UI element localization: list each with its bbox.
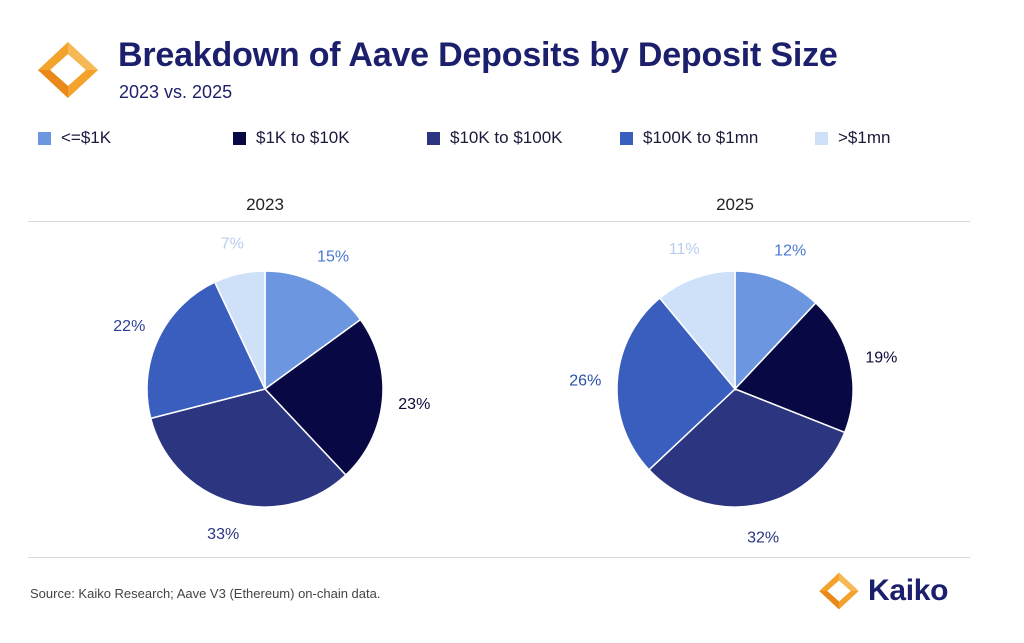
legend-label: >$1mn [838,128,891,147]
slice-label-2025-1k: 12% [774,243,806,260]
slice-label-2025-1mn: 11% [669,241,700,258]
legend-label: $100K to $1mn [643,128,759,147]
bottom-divider [28,557,970,558]
pie-slice-2025-1k [734,270,817,391]
source-note: Source: Kaiko Research; Aave V3 (Ethereu… [30,586,381,601]
panel-title-2023: 2023 [246,195,284,214]
panel-title-2025: 2025 [716,195,754,214]
legend-item-gt-1mn: >$1mn [815,128,890,148]
pie-slice-2023-100k-to-1mn [146,281,267,420]
slice-label-2025-10k-to-100k: 32% [747,529,779,546]
pie-slice-2023-10k-to-100k [149,388,347,508]
legend-swatch [233,131,246,145]
pie-slice-2025-10k-to-100k [647,388,846,508]
slice-label-2023-1k-to-10k: 23% [398,396,430,413]
pie-slice-2023-1k [264,270,362,391]
kaiko-mark-icon [819,572,859,610]
brand-name: Kaiko [868,574,949,607]
pie-slice-2025-100k-to-1mn [616,297,737,471]
legend-swatch [815,131,828,145]
kaiko-logo-icon [38,42,98,98]
legend-item-10k-100k: $10K to $100K [427,128,562,148]
legend-item-1k-10k: $1K to $10K [233,128,350,148]
pie-slice-2025-1mn [658,270,736,392]
kaiko-brand: Kaiko [818,571,949,611]
legend-label: <=$1K [61,128,112,147]
pie-slice-2023-1k-to-10k [263,318,384,477]
legend-label: $10K to $100K [450,128,563,147]
legend-label: $1K to $10K [256,128,350,147]
slice-label-2023-1k: 15% [317,248,349,265]
slice-label-2023-10k-to-100k: 33% [207,526,239,543]
slice-label-2025-100k-to-1mn: 26% [569,373,601,390]
legend-swatch [38,131,51,145]
slice-label-2025-1k-to-10k: 19% [865,349,897,366]
legend-swatch [620,131,633,145]
chart-title: Breakdown of Aave Deposits by Deposit Si… [118,36,838,74]
slice-label-2023-100k-to-1mn: 22% [113,318,145,335]
legend: <=$1K $1K to $10K $10K to $100K $100K to… [0,128,1024,150]
pie-charts: 15% 23% 33% 22% 7% 12% 19% 32% 26% 11% [113,236,897,547]
top-divider [28,221,970,222]
legend-swatch [427,131,440,145]
pie-slice-2023-1mn [213,270,266,390]
slice-label-2023-1mn: 7% [221,236,244,253]
legend-item-le-1k: <=$1K [38,128,111,148]
chart-subtitle: 2023 vs. 2025 [119,82,233,102]
legend-item-100k-1mn: $100K to $1mn [620,128,758,148]
